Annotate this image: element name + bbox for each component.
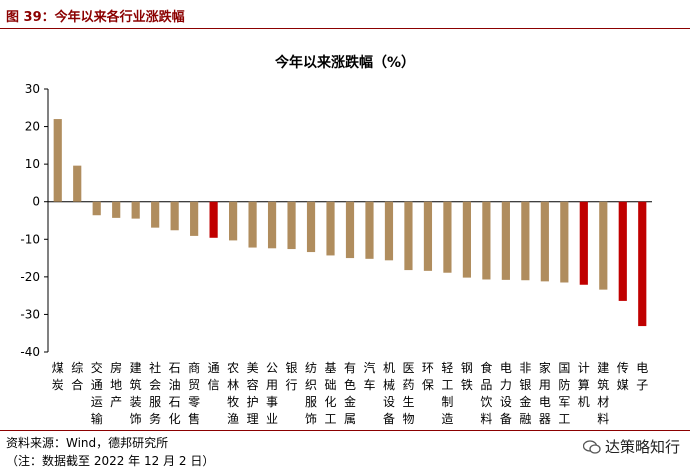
- x-tick-label: 公用事业: [266, 361, 278, 426]
- chart-title: 今年以来涨跌幅（%）: [274, 55, 416, 71]
- x-tick-label: 综合: [71, 361, 83, 392]
- x-tick-label: 汽车: [363, 360, 375, 392]
- x-tick-label: 医药生物: [402, 361, 414, 426]
- x-tick-label: 建筑材料: [597, 361, 609, 426]
- x-tick-label: 电力设备: [500, 361, 512, 426]
- bar-chart: 30 20 10 0 -10 -20 -30 -40 煤炭综合交通运输房地产建筑装饰社会服务石…: [20, 82, 652, 426]
- x-tick-label: 美容护理: [247, 361, 259, 426]
- x-tick-label: 农林牧渔: [227, 361, 239, 426]
- y-tick-label: 10: [25, 157, 40, 171]
- bar-环保: [423, 201, 433, 271]
- bar-农林牧渔: [229, 201, 238, 241]
- x-tick-label: 建筑装饰: [130, 361, 142, 426]
- watermark: 达策略知行: [582, 436, 680, 457]
- x-tick-label: 传媒: [617, 360, 629, 392]
- bar-社会服务: [151, 201, 160, 228]
- figure-label: 图 39：今年以来各行业涨跌幅: [6, 10, 185, 25]
- x-tick-label: 交通运输: [91, 360, 103, 426]
- bar-基础化工: [326, 201, 335, 256]
- x-tick-label: 煤炭: [52, 361, 64, 392]
- x-tick-label: 社会服务: [149, 360, 161, 426]
- x-tick-label: 家用电器: [539, 360, 551, 426]
- x-tick-label: 基础化工: [325, 361, 337, 426]
- wechat-icon: [582, 439, 601, 454]
- bar-机械设备: [384, 201, 394, 261]
- bar-医药生物: [404, 201, 413, 271]
- bar-建筑材料: [599, 201, 608, 290]
- bar-钢铁: [462, 201, 471, 278]
- x-tick-label: 计算机: [578, 361, 590, 409]
- x-tick-label: 通信: [208, 361, 220, 392]
- bottom-rule: [0, 430, 690, 431]
- bar-石油石化: [170, 201, 179, 231]
- y-tick-label: -10: [20, 232, 40, 246]
- y-tick-label: 0: [32, 195, 40, 209]
- x-tick-label: 轻工制造: [441, 361, 453, 426]
- bar-非银金融: [521, 201, 530, 281]
- y-tick-label: -30: [20, 307, 40, 321]
- y-tick-label: 20: [25, 120, 40, 134]
- y-tick-label: 30: [25, 82, 40, 96]
- x-tick-label: 纺织服饰: [305, 361, 317, 426]
- y-tick-label: -20: [20, 270, 40, 284]
- bar-交通运输: [92, 201, 101, 216]
- x-tick-label: 商贸零售: [188, 360, 200, 426]
- bar-纺织服饰: [306, 201, 316, 253]
- x-tick-label: 电子: [636, 361, 648, 392]
- label-layer: 煤炭综合交通运输房地产建筑装饰社会服务石油石化商贸零售通信农林牧渔美容护理公用事…: [52, 360, 649, 426]
- top-rule: [0, 28, 690, 29]
- bar-商贸零售: [190, 201, 199, 236]
- bar-国防军工: [560, 201, 569, 283]
- x-tick-label: 食品饮料: [480, 360, 492, 426]
- bar-layer: [53, 119, 647, 327]
- bar-银行: [287, 201, 296, 250]
- x-tick-label: 环保: [422, 361, 434, 392]
- bar-传媒: [618, 201, 627, 301]
- date-note: （注：数据截至 2022 年 12 月 2 日）: [6, 454, 215, 468]
- bar-房地产: [112, 201, 121, 218]
- x-tick-label: 银行: [286, 361, 298, 392]
- bar-计算机: [579, 201, 588, 285]
- bar-电子: [638, 201, 647, 327]
- bar-煤炭: [53, 119, 62, 202]
- x-tick-label: 机械设备: [383, 361, 395, 426]
- bar-家用电器: [540, 201, 549, 282]
- bar-综合: [73, 165, 82, 202]
- x-tick-label: 有色金属: [344, 361, 356, 426]
- bar-公用事业: [267, 201, 277, 249]
- axis-layer: 30 20 10 0 -10 -20 -30 -40: [20, 82, 652, 359]
- x-tick-label: 石油石化: [169, 361, 181, 426]
- bar-汽车: [365, 201, 374, 259]
- bar-轻工制造: [443, 201, 452, 273]
- bar-电力设备: [501, 201, 510, 280]
- bar-建筑装饰: [131, 201, 140, 219]
- x-tick-label: 房地产: [110, 360, 122, 409]
- bar-食品饮料: [482, 201, 491, 280]
- watermark-text: 达策略知行: [604, 438, 680, 456]
- source-note: 资料来源：Wind，德邦研究所: [6, 436, 169, 450]
- bar-美容护理: [248, 201, 257, 248]
- x-tick-label: 钢铁: [461, 361, 473, 392]
- x-tick-label: 非银金融: [519, 361, 531, 426]
- bar-有色金属: [345, 201, 355, 259]
- y-tick-label: -40: [20, 345, 40, 359]
- bar-通信: [209, 201, 218, 238]
- x-tick-label: 国防军工: [558, 361, 570, 426]
